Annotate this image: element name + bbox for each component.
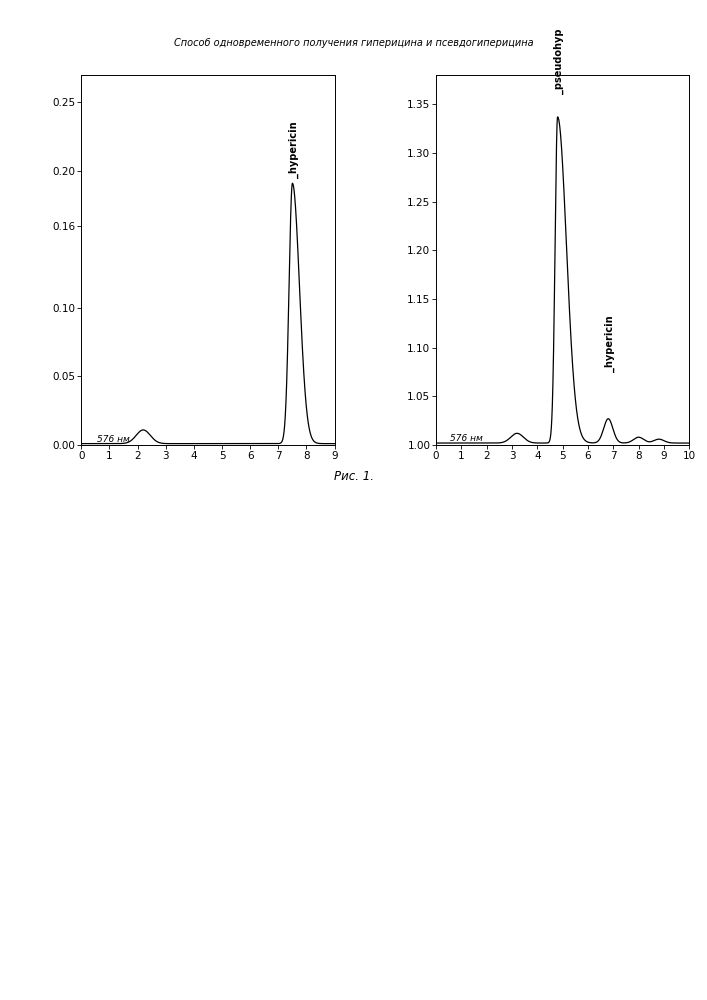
Text: Рис. 1.: Рис. 1.	[334, 470, 373, 483]
Text: 576 нм: 576 нм	[450, 434, 483, 443]
Text: Способ одновременного получения гиперицина и псевдогиперицина: Способ одновременного получения гиперици…	[174, 38, 533, 48]
Text: 576 нм: 576 нм	[97, 435, 129, 444]
Text: _hypericin: _hypericin	[604, 315, 614, 372]
Text: _hypericin: _hypericin	[288, 121, 299, 178]
Text: _pseudohyp: _pseudohyp	[554, 29, 564, 94]
